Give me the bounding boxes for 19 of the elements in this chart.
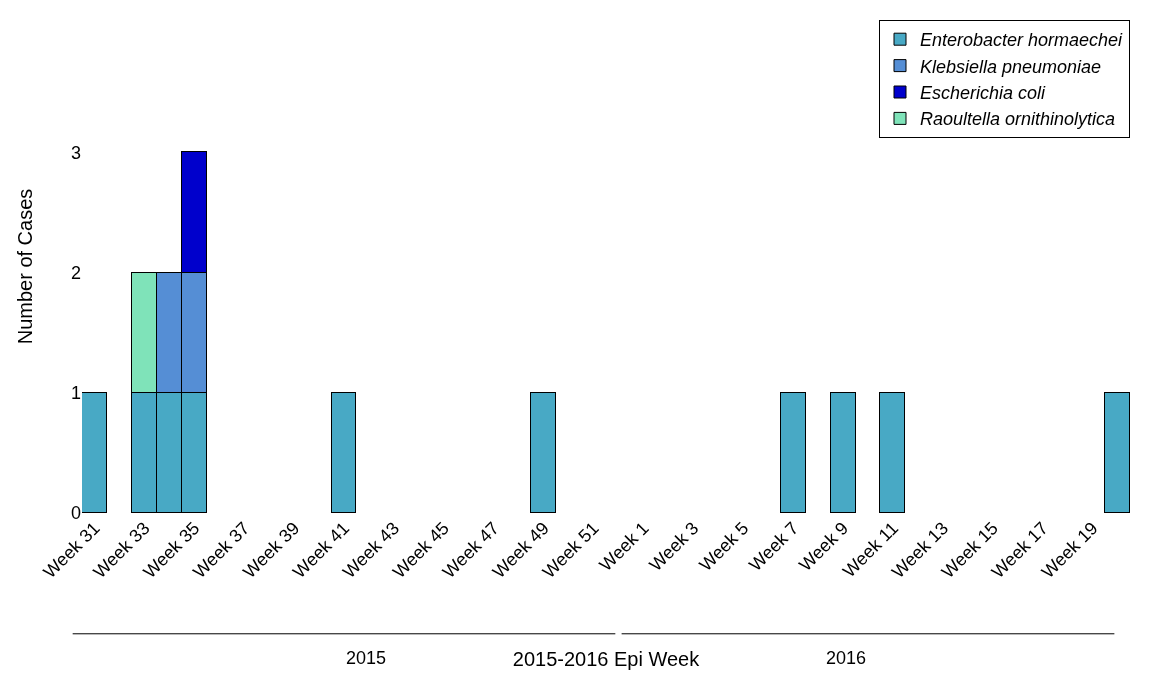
text: 2016: [826, 648, 867, 668]
bar: [879, 392, 905, 513]
bar: [830, 392, 856, 513]
bar: [331, 392, 356, 513]
bar: [82, 392, 107, 513]
bar: [1104, 392, 1130, 513]
legend-label: Raoultella ornithinolytica: [920, 109, 1116, 130]
y-tick-label: 1: [70, 383, 81, 404]
legend-label: Klebsiella pneumoniae: [920, 56, 1102, 77]
legend-label: Escherichia coli: [920, 83, 1047, 104]
x-axis-title: 2015-2016 Epi Week: [512, 647, 701, 670]
text: 2015: [346, 648, 387, 668]
y-tick-label: 3: [70, 142, 81, 163]
y-axis-title: Number of Cases: [14, 188, 36, 345]
y-tick-label: 0: [70, 503, 81, 524]
bar: [530, 392, 556, 513]
y-tick-label: 2: [70, 262, 81, 283]
legend-label: Enterobacter hormaechei: [920, 30, 1124, 51]
bar: [780, 392, 806, 513]
